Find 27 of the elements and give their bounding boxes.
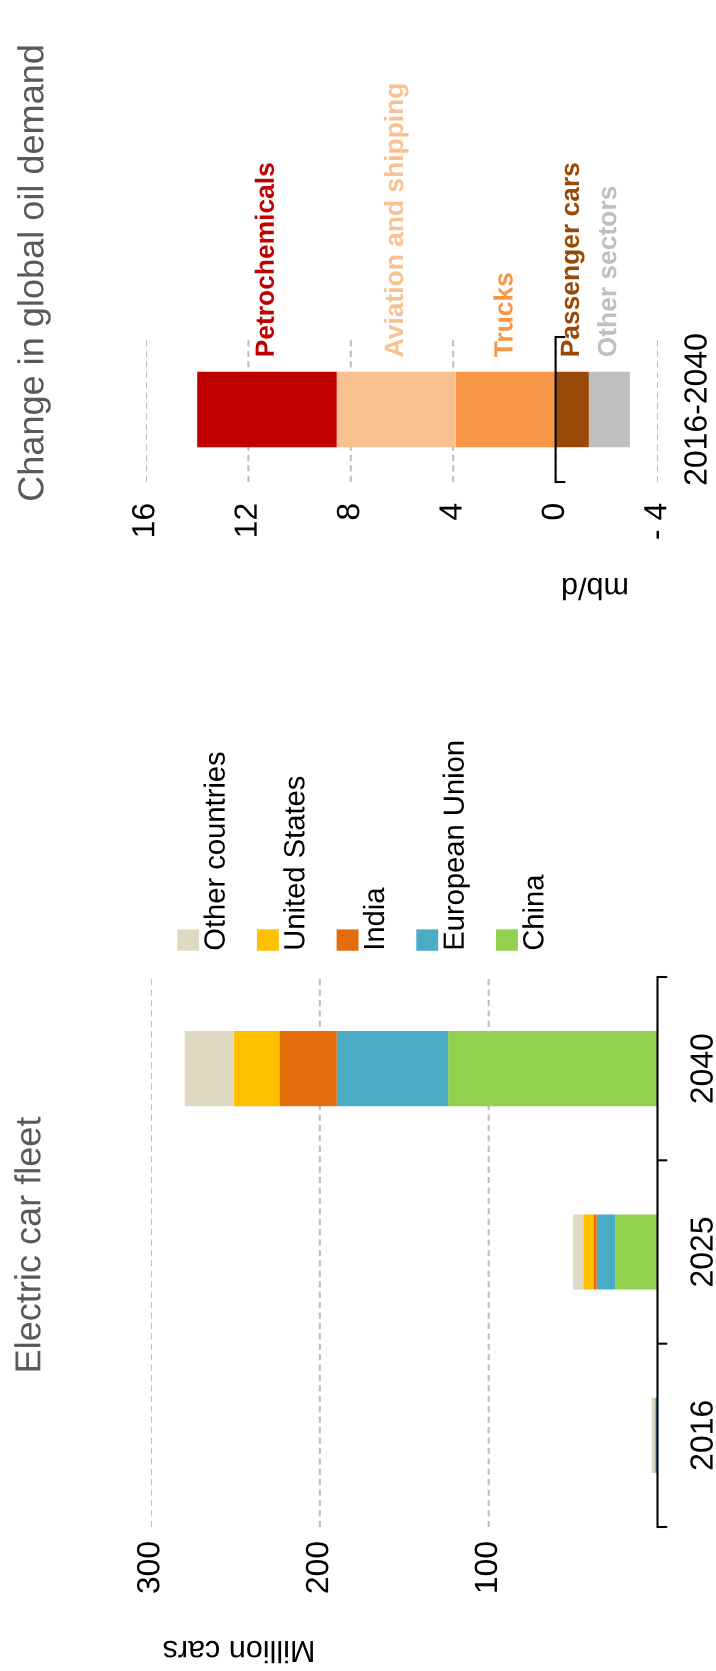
chart-title: Change in global oil demand bbox=[17, 46, 51, 501]
text: Trucks bbox=[493, 273, 513, 357]
text: Other sectors bbox=[597, 186, 617, 357]
text: European Union bbox=[442, 741, 470, 949]
x-tick-label: 16 bbox=[131, 504, 155, 536]
x-tick-label: 300 bbox=[136, 1542, 160, 1593]
text: Passenger cars bbox=[560, 163, 585, 356]
y-tick-label: 2040 bbox=[690, 1034, 713, 1103]
x-axis-title: Million cars bbox=[163, 1640, 313, 1664]
text: China bbox=[522, 874, 544, 950]
y-tick-label: 2016 bbox=[690, 1401, 713, 1470]
x-tick-label: - 4 bbox=[644, 503, 667, 539]
text: Aviation and shipping bbox=[383, 84, 409, 357]
x-tick-label: 12 bbox=[234, 504, 257, 536]
x-tick-label: 0 bbox=[541, 504, 565, 520]
text: India bbox=[362, 887, 385, 949]
text: Other countries bbox=[203, 752, 225, 950]
text: Electric car fleet bbox=[14, 1116, 41, 1371]
x-tick-label: 4 bbox=[439, 503, 462, 520]
x-tick-label: 100 bbox=[474, 1542, 498, 1592]
x-tick-label: 8 bbox=[336, 504, 360, 520]
x-tick-label: 200 bbox=[305, 1542, 329, 1593]
x-axis-title: mb/d bbox=[563, 577, 627, 601]
y-tick-label: 2025 bbox=[690, 1217, 713, 1286]
text: Petrochemicals bbox=[254, 163, 275, 356]
y-tick-label: 2016-2040 bbox=[684, 334, 707, 485]
text: United States bbox=[283, 776, 305, 949]
